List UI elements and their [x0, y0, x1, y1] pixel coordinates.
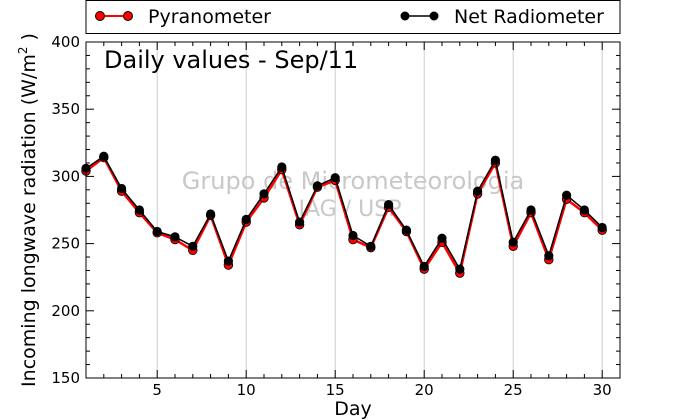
- data-point-net-radiometer: [455, 264, 465, 274]
- watermark-line-1: Grupo de Micrometeorologia: [182, 167, 524, 195]
- legend-marker-net-radiometer: [429, 11, 439, 21]
- data-point-net-radiometer: [490, 155, 500, 165]
- x-tick-label: 20: [415, 381, 434, 399]
- legend-marker-pyranometer: [123, 11, 133, 21]
- data-point-net-radiometer: [384, 200, 394, 210]
- data-point-net-radiometer: [295, 217, 305, 227]
- data-point-net-radiometer: [152, 226, 162, 237]
- data-point-net-radiometer: [312, 181, 322, 191]
- legend-marker-pyranometer: [95, 11, 105, 21]
- data-point-net-radiometer: [544, 251, 554, 261]
- data-point-net-radiometer: [419, 261, 429, 272]
- x-tick-label: 10: [237, 381, 256, 399]
- x-axis-label: Day: [334, 398, 372, 420]
- y-axis-label-main: Incoming longwave radiation (W/m: [18, 54, 40, 387]
- y-tick-label: 300: [51, 167, 80, 185]
- y-tick-label: 150: [51, 369, 80, 387]
- grid: [156, 42, 603, 378]
- x-tick-label: 5: [152, 381, 162, 399]
- data-point-net-radiometer: [508, 237, 518, 247]
- legend-label-net-radiometer: Net Radiometer: [454, 6, 604, 28]
- data-point-net-radiometer: [188, 241, 198, 251]
- data-point-net-radiometer: [134, 205, 144, 215]
- y-tick-label: 350: [51, 100, 80, 118]
- x-tick-label: 30: [593, 381, 612, 399]
- data-point-net-radiometer: [437, 233, 447, 243]
- data-point-net-radiometer: [562, 190, 572, 200]
- x-tick-label: 15: [326, 381, 345, 399]
- data-point-net-radiometer: [259, 189, 269, 199]
- data-point-net-radiometer: [401, 225, 411, 235]
- svg-text:Incoming longwave radiation (W: Incoming longwave radiation (W/m2 ): [16, 33, 40, 387]
- data-point-net-radiometer: [206, 209, 216, 219]
- data-point-net-radiometer: [473, 186, 483, 196]
- data-point-net-radiometer: [366, 241, 376, 251]
- data-point-net-radiometer: [277, 162, 287, 172]
- data-point-net-radiometer: [117, 183, 127, 194]
- y-axis-label-end: ): [18, 33, 40, 46]
- y-axis-label: Incoming longwave radiation (W/m2 ): [16, 33, 40, 387]
- ticks: 5 10 15 20 25 30 150 200 250 300 350 400: [51, 33, 621, 399]
- data-point-net-radiometer: [526, 205, 536, 215]
- data-point-net-radiometer: [579, 205, 590, 215]
- series-layer: [81, 151, 607, 278]
- data-point-net-radiometer: [597, 222, 607, 233]
- legend-label-pyranometer: Pyranometer: [148, 6, 271, 28]
- y-tick-label: 400: [51, 33, 80, 51]
- data-point-net-radiometer: [99, 151, 109, 161]
- data-point-net-radiometer: [170, 232, 180, 242]
- y-axis-label-superscript: 2: [16, 47, 30, 55]
- y-tick-label: 250: [51, 235, 80, 253]
- y-tick-label: 200: [51, 302, 80, 320]
- data-point-net-radiometer: [223, 256, 233, 266]
- data-point-net-radiometer: [330, 173, 340, 183]
- data-point-net-radiometer: [241, 214, 251, 225]
- legend-marker-net-radiometer: [400, 11, 410, 21]
- legend-box: [85, 0, 621, 34]
- chart-title: Daily values - Sep/11: [104, 46, 358, 74]
- legend: Pyranometer Net Radiometer: [85, 0, 621, 34]
- data-point-net-radiometer: [348, 230, 358, 241]
- x-tick-label: 25: [504, 381, 523, 399]
